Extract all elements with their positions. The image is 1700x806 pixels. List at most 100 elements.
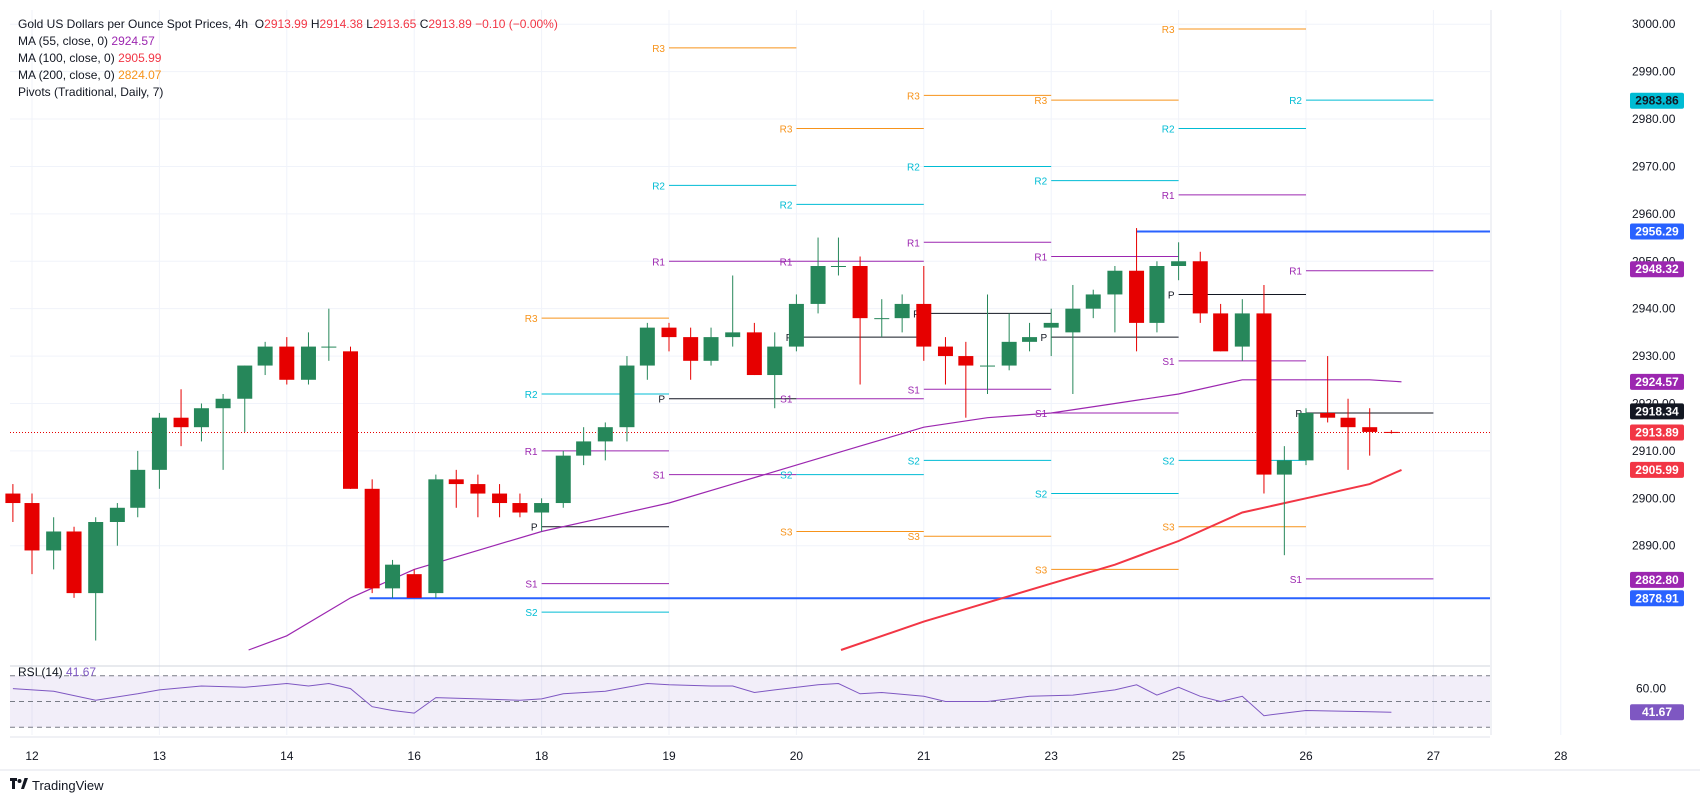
tradingview-brand[interactable]: TradingView [10, 778, 104, 793]
pivot-label-s2: S2 [780, 471, 793, 482]
ma55-line [248, 379, 1402, 651]
candle-up [1001, 341, 1017, 366]
pivot-levels: R3 R2 R1 P S1 S2 R3 R2 R1 P S1 R3 R2 R1 P S1 S2 S3 R3 R2 R1 P… [525, 25, 1434, 619]
candle-up [1107, 270, 1123, 295]
high-value: 2914.38 [319, 17, 363, 31]
candle-down [1362, 427, 1378, 432]
price-label-text: 2882.80 [1635, 573, 1679, 587]
candle-up [980, 365, 995, 367]
pivot-label-s2: S2 [525, 608, 538, 619]
pivot-label-r1: R1 [907, 238, 920, 249]
candle-up [215, 398, 231, 409]
price-label-text: 2956.29 [1635, 224, 1679, 238]
price-tick-label: 2900.00 [1632, 491, 1676, 505]
candle-up [576, 441, 592, 456]
close-label: C [419, 17, 429, 31]
price-tick-label: 2980.00 [1632, 112, 1676, 126]
change-value: −0.10 (−0.00%) [475, 17, 558, 31]
indicator-value: 2924.57 [111, 34, 155, 48]
pivot-label-s3: S3 [780, 527, 793, 538]
time-tick-label: 18 [535, 749, 549, 763]
time-tick-label: 21 [917, 749, 931, 763]
indicator-ma200[interactable]: MA (200, close, 0) 2824.07 [18, 67, 558, 84]
candle-up [597, 427, 613, 442]
pivot-label-s3: S3 [1162, 523, 1175, 534]
price-tick-label: 2970.00 [1632, 159, 1676, 173]
price-tick-label: 2930.00 [1632, 349, 1676, 363]
indicator-ma55[interactable]: MA (55, close, 0) 2924.57 [18, 33, 558, 50]
time-tick-label: 20 [790, 749, 804, 763]
tradingview-logo-icon [10, 778, 28, 793]
price-label-box [1630, 424, 1684, 441]
price-label-box [1630, 261, 1684, 278]
pivot-label-s1: S1 [780, 395, 793, 406]
candle-up [257, 346, 273, 366]
pivot-label-r1: R1 [525, 447, 538, 458]
pivot-label-r2: R2 [1034, 177, 1047, 188]
indicator-value: 2905.99 [118, 51, 162, 65]
ohlc-values: O2913.99 H2914.38 L2913.65 C2913.89 −0.1… [251, 17, 558, 31]
chart-legend: Gold US Dollars per Ounce Spot Prices, 4… [18, 16, 558, 101]
candle-down [1256, 313, 1272, 475]
pivot-label-r2: R2 [907, 162, 920, 173]
candle-up [1149, 266, 1165, 323]
pivot-label-r3: R3 [525, 314, 538, 325]
indicator-label: MA (200, close, 0) [18, 68, 115, 82]
price-label-box [1630, 461, 1684, 478]
rsi-line [12, 682, 1392, 717]
pivot-label-r1: R1 [652, 257, 665, 268]
candle-down [937, 346, 953, 357]
candle-up [109, 507, 125, 522]
candlesticks [5, 228, 1399, 641]
pivot-label-r2: R2 [780, 200, 793, 211]
pivot-label-s2: S2 [1035, 490, 1048, 501]
candle-down [1213, 313, 1229, 352]
pivot-label-s1: S1 [653, 471, 666, 482]
candle-down [1192, 261, 1208, 314]
pivot-label-r3: R3 [1034, 96, 1047, 107]
candle-up [321, 346, 337, 348]
candle-down [364, 488, 380, 589]
candle-up [788, 303, 804, 347]
price-label-box [1630, 223, 1684, 240]
pivot-label-s2: S2 [1162, 456, 1175, 467]
price-label-text: 2905.99 [1635, 463, 1679, 477]
symbol-title[interactable]: Gold US Dollars per Ounce Spot Prices, 4… [18, 17, 249, 31]
indicator-value: 2824.07 [118, 68, 162, 82]
candle-up [46, 531, 62, 551]
candle-up [237, 365, 253, 399]
rsi-label: RSI (14) [18, 665, 63, 679]
time-axis[interactable]: 12 13 14 16 18 19 20 21 23 25 26 27 28 [0, 736, 1700, 771]
low-value: 2913.65 [372, 17, 417, 31]
time-tick-label: 25 [1172, 749, 1186, 763]
candle-down [448, 479, 464, 485]
time-tick-label: 28 [1554, 749, 1568, 763]
price-label-text: 2924.57 [1635, 375, 1679, 389]
candle-down [916, 303, 932, 347]
price-tick-label: 2960.00 [1632, 207, 1676, 221]
horizontal-lines[interactable] [10, 230, 1490, 600]
pivot-label-r1: R1 [780, 257, 793, 268]
candle-down [1320, 412, 1336, 418]
candle-up [555, 455, 571, 504]
close-value: 2913.89 [428, 17, 472, 31]
candle-up [703, 337, 719, 361]
price-tick-label: 3000.00 [1632, 17, 1676, 31]
rsi-pane[interactable] [10, 665, 1490, 728]
candle-down [746, 332, 762, 376]
rsi-legend[interactable]: RSI (14) 41.67 [18, 665, 96, 679]
low-label: L [366, 17, 373, 31]
time-tick-label: 23 [1045, 749, 1059, 763]
time-tick-label: 27 [1427, 749, 1441, 763]
indicator-ma100[interactable]: MA (100, close, 0) 2905.99 [18, 50, 558, 67]
indicator-pivots[interactable]: Pivots (Traditional, Daily, 7) [18, 84, 558, 101]
price-tick-label: 2910.00 [1632, 444, 1676, 458]
price-axis[interactable]: 2890.002900.002910.002920.002930.002940.… [1490, 10, 1684, 735]
brand-name: TradingView [32, 778, 104, 793]
candle-up [894, 303, 910, 319]
price-label-text: 2918.34 [1635, 404, 1679, 418]
pivot-label-r2: R2 [1162, 125, 1175, 136]
time-tick-label: 13 [153, 749, 167, 763]
candle-up [1171, 261, 1187, 266]
